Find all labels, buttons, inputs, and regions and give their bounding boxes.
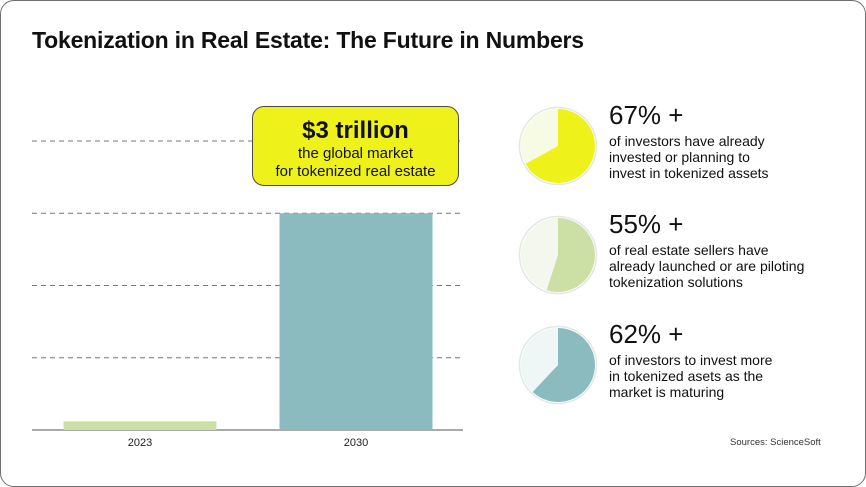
page-title: Tokenization in Real Estate: The Future … (32, 27, 584, 53)
bar-2023 (63, 421, 217, 430)
callout-line-1: the global market (297, 145, 414, 162)
bar-2030 (279, 213, 433, 430)
stat-desc-line: market is maturing (609, 384, 725, 400)
stat-desc-line: of investors have already (609, 133, 765, 149)
stat-description: of real estate sellers have already laun… (609, 242, 839, 290)
x-tick-label: 2030 (344, 437, 368, 449)
stat-desc-line: already launched or are piloting (609, 258, 805, 274)
pie-ring (518, 325, 598, 405)
callout-value: $3 trillion (302, 117, 409, 144)
stat-investors-invested: 67% + of investors have already invested… (518, 100, 848, 186)
stat-description: of investors to invest more in tokenized… (609, 352, 839, 400)
pie-icon (518, 106, 598, 186)
stat-desc-line: in tokenized asets as the (609, 368, 764, 384)
x-tick-label: 2023 (128, 437, 152, 449)
pie-slice (525, 109, 596, 183)
stat-value: 55% + (609, 209, 684, 239)
stat-desc-line: tokenization solutions (609, 274, 743, 290)
pie-icon (518, 325, 598, 405)
pie-ring (518, 106, 598, 186)
callout-line-2: for tokenized real estate (275, 163, 436, 180)
pie-slice (532, 328, 596, 402)
callout-box: $3 trillion the global market for tokeni… (252, 106, 459, 186)
stat-investors-more: 62% + of investors to invest more in tok… (518, 319, 848, 405)
pie-ring (518, 215, 598, 295)
stat-value: 62% + (609, 319, 684, 349)
stat-value: 67% + (609, 100, 684, 130)
stat-desc-line: of investors to invest more (609, 352, 773, 368)
stat-desc-line: of real estate sellers have (609, 242, 769, 258)
stat-description: of investors have already invested or pl… (609, 133, 839, 181)
pie-icon (518, 215, 598, 295)
pie-slice (546, 218, 596, 292)
stat-sellers-launched: 55% + of real estate sellers have alread… (518, 209, 848, 295)
sources-note: Sources: ScienceSoft (730, 437, 821, 448)
stat-desc-line: invest in tokenized assets (609, 165, 769, 181)
stat-desc-line: invested or planning to (609, 149, 750, 165)
